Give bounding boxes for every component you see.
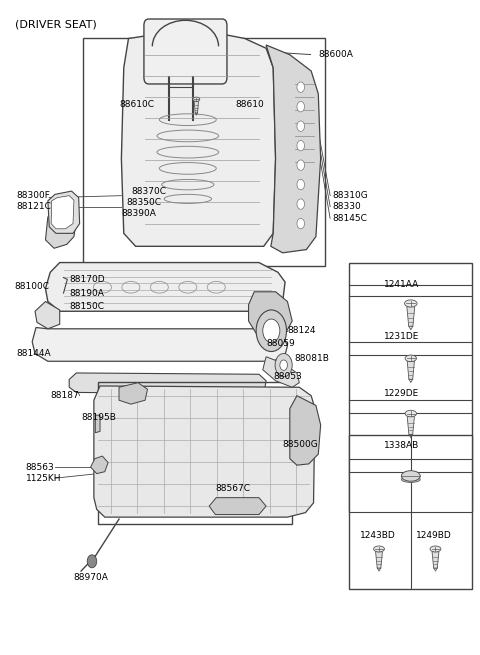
Text: 88195B: 88195B bbox=[81, 413, 116, 422]
Text: 1229DE: 1229DE bbox=[384, 389, 419, 398]
Circle shape bbox=[297, 82, 304, 92]
Polygon shape bbox=[46, 198, 76, 248]
Circle shape bbox=[297, 140, 304, 151]
Text: 88100C: 88100C bbox=[14, 282, 49, 291]
Bar bbox=[349, 436, 472, 589]
Polygon shape bbox=[194, 102, 199, 113]
Text: 88350C: 88350C bbox=[126, 198, 161, 207]
Circle shape bbox=[297, 160, 304, 170]
Polygon shape bbox=[290, 396, 321, 465]
Text: 1125KH: 1125KH bbox=[25, 474, 61, 483]
Circle shape bbox=[263, 319, 280, 343]
Text: 88600A: 88600A bbox=[318, 50, 353, 59]
Polygon shape bbox=[209, 498, 266, 515]
Circle shape bbox=[280, 360, 288, 370]
Circle shape bbox=[297, 199, 304, 210]
Text: 88500G: 88500G bbox=[283, 440, 318, 449]
Polygon shape bbox=[266, 45, 321, 253]
Polygon shape bbox=[119, 383, 147, 404]
Text: 88145C: 88145C bbox=[333, 214, 367, 223]
Ellipse shape bbox=[401, 471, 420, 481]
Text: 88610: 88610 bbox=[235, 100, 264, 109]
Text: 88567C: 88567C bbox=[216, 484, 251, 493]
Text: 1231DE: 1231DE bbox=[384, 332, 419, 341]
Circle shape bbox=[297, 102, 304, 112]
FancyBboxPatch shape bbox=[144, 19, 227, 84]
Text: 88059: 88059 bbox=[266, 339, 295, 348]
Text: 88330: 88330 bbox=[333, 202, 361, 211]
Circle shape bbox=[297, 179, 304, 190]
Ellipse shape bbox=[430, 546, 441, 552]
Polygon shape bbox=[407, 417, 414, 434]
Circle shape bbox=[87, 555, 96, 568]
Text: 1243BD: 1243BD bbox=[360, 531, 396, 540]
Ellipse shape bbox=[373, 546, 384, 552]
Text: 88610C: 88610C bbox=[119, 100, 154, 109]
Polygon shape bbox=[407, 307, 415, 326]
Polygon shape bbox=[375, 552, 383, 568]
Polygon shape bbox=[48, 191, 80, 233]
Text: 88390A: 88390A bbox=[121, 209, 156, 217]
Text: 88300F: 88300F bbox=[16, 191, 50, 200]
Polygon shape bbox=[51, 196, 74, 229]
Polygon shape bbox=[432, 552, 439, 568]
Text: 1241AA: 1241AA bbox=[384, 280, 419, 289]
Text: 88370C: 88370C bbox=[131, 187, 166, 196]
Text: 88310G: 88310G bbox=[333, 191, 368, 200]
Polygon shape bbox=[46, 263, 285, 311]
Text: 88970A: 88970A bbox=[73, 573, 108, 582]
Polygon shape bbox=[91, 456, 108, 474]
Circle shape bbox=[297, 121, 304, 132]
Text: 88187: 88187 bbox=[50, 391, 79, 400]
Bar bbox=[84, 39, 325, 266]
Polygon shape bbox=[35, 301, 60, 329]
Polygon shape bbox=[249, 291, 292, 339]
Bar bbox=[97, 382, 292, 523]
Ellipse shape bbox=[401, 477, 420, 482]
Text: (DRIVER SEAT): (DRIVER SEAT) bbox=[14, 19, 96, 29]
Polygon shape bbox=[263, 357, 300, 387]
Polygon shape bbox=[407, 362, 414, 379]
Text: 1249BD: 1249BD bbox=[416, 531, 452, 540]
Text: 88150C: 88150C bbox=[69, 302, 104, 311]
Text: 88081B: 88081B bbox=[295, 354, 329, 362]
Text: 88144A: 88144A bbox=[16, 349, 51, 358]
Circle shape bbox=[275, 354, 292, 377]
Ellipse shape bbox=[405, 410, 417, 417]
Text: 88053: 88053 bbox=[273, 372, 302, 381]
Circle shape bbox=[297, 218, 304, 229]
Text: 88563: 88563 bbox=[25, 462, 54, 472]
Ellipse shape bbox=[193, 97, 200, 102]
Ellipse shape bbox=[405, 300, 417, 307]
Circle shape bbox=[256, 310, 287, 352]
Text: 1338AB: 1338AB bbox=[384, 441, 419, 450]
Bar bbox=[349, 263, 472, 511]
Text: 88124: 88124 bbox=[288, 326, 316, 335]
Text: 88190A: 88190A bbox=[69, 289, 104, 297]
Polygon shape bbox=[96, 415, 100, 433]
Polygon shape bbox=[32, 328, 288, 362]
Ellipse shape bbox=[405, 355, 417, 362]
Polygon shape bbox=[121, 32, 276, 246]
Polygon shape bbox=[69, 373, 266, 394]
Text: 88121C: 88121C bbox=[16, 202, 51, 211]
Polygon shape bbox=[94, 386, 315, 517]
Text: 88170D: 88170D bbox=[69, 275, 105, 284]
